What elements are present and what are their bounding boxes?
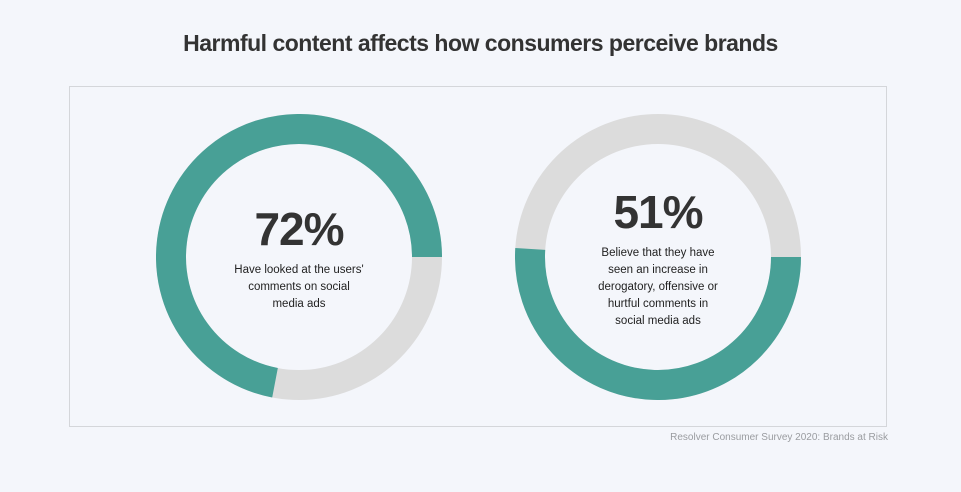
donut-arc [515,248,801,400]
value-label: 51% [613,185,703,238]
donut-chart: 51% Believe that they have seen an increa… [515,114,801,400]
donut-svg [515,114,801,400]
caption: Have looked at the users' comments on so… [234,263,364,310]
panel [69,86,887,427]
title: Harmful content affects how consumers pe… [183,30,778,56]
donut-svg [156,114,442,400]
donut-chart: 72% Have looked at the users' comments on… [156,114,442,400]
caption: Believe that they have seen an increase … [598,246,718,327]
donut-arc [156,114,442,398]
donut-text: 72% Have looked at the users' comments on… [156,114,442,400]
value-label: 72% [254,202,344,255]
donut-text: 51% Believe that they have seen an increa… [515,114,801,400]
source: Resolver Consumer Survey 2020: Brands at… [670,432,888,443]
